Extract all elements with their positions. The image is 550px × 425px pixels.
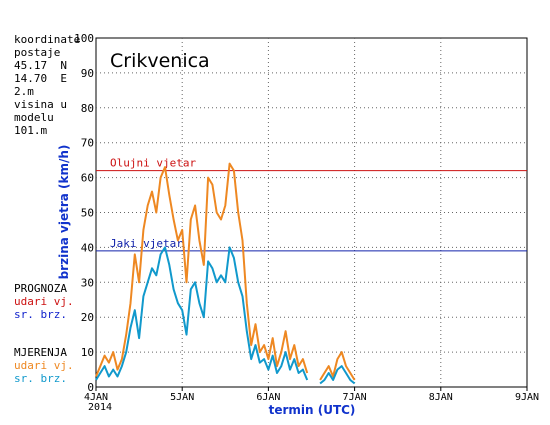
y-tick-label: 100 <box>74 32 94 45</box>
x-tick-label: 8JAN <box>429 392 453 403</box>
x-tick-label: 7JAN <box>343 392 367 403</box>
series-group <box>95 162 356 385</box>
longitude: 14.70 E <box>14 72 67 85</box>
coords-title: koordinate postaje <box>14 33 81 59</box>
series-line <box>95 162 309 377</box>
x-tick-label: 9JAN <box>515 392 539 403</box>
y-tick-label: 30 <box>81 276 94 289</box>
x-tick-label: 4JAN <box>84 392 108 403</box>
x-axis-label: termin (UTC) <box>269 403 356 417</box>
grid <box>96 38 527 387</box>
model-height: 101.m <box>14 124 48 137</box>
threshold-lines: Olujni vjetar Jaki vjetar <box>96 157 527 252</box>
x-tick-label: 6JAN <box>256 392 280 403</box>
threshold-label: Jaki vjetar <box>110 237 183 250</box>
y-tick-label: 90 <box>81 67 94 80</box>
model-height-title: visina u modelu <box>14 98 67 124</box>
series-line <box>95 246 309 381</box>
y-axis-label: brzina vjetra (km/h) <box>57 145 71 280</box>
y-tick-label: 0 <box>87 381 94 394</box>
x-tick-label: 5JAN <box>170 392 194 403</box>
measured-title: MJERENJA <box>14 346 67 359</box>
measured-mean-label: sr. brz. <box>14 372 67 385</box>
threshold-label: Olujni vjetar <box>110 157 196 170</box>
series-line <box>319 365 356 385</box>
measured-gust-label: udari vj. <box>14 359 74 372</box>
y-tick-label: 50 <box>81 207 94 220</box>
y-tick-label: 80 <box>81 102 94 115</box>
x-year-label: 2014 <box>88 402 112 413</box>
station-info: koordinate postaje 45.17 N 14.70 E 2.m v… <box>14 33 80 137</box>
y-axis-ticks: 0 10 20 30 40 50 60 70 80 90 100 <box>74 32 94 394</box>
y-tick-label: 20 <box>81 311 94 324</box>
series-line <box>319 351 356 381</box>
latitude: 45.17 N <box>14 59 67 72</box>
y-tick-label: 40 <box>81 241 94 254</box>
forecast-mean-label: sr. brz. <box>14 308 67 321</box>
altitude: 2.m <box>14 85 34 98</box>
forecast-legend: PROGNOZA udari vj. sr. brz. <box>14 282 74 321</box>
forecast-title: PROGNOZA <box>14 282 67 295</box>
y-tick-label: 60 <box>81 172 94 185</box>
y-tick-label: 10 <box>81 346 94 359</box>
chart-title: Crikvenica <box>110 50 210 72</box>
x-axis-ticks: 4JAN 5JAN 6JAN 7JAN 8JAN 9JAN <box>84 387 539 403</box>
y-tick-label: 70 <box>81 137 94 150</box>
measured-legend: MJERENJA udari vj. sr. brz. <box>14 346 74 385</box>
forecast-gust-label: udari vj. <box>14 295 74 308</box>
